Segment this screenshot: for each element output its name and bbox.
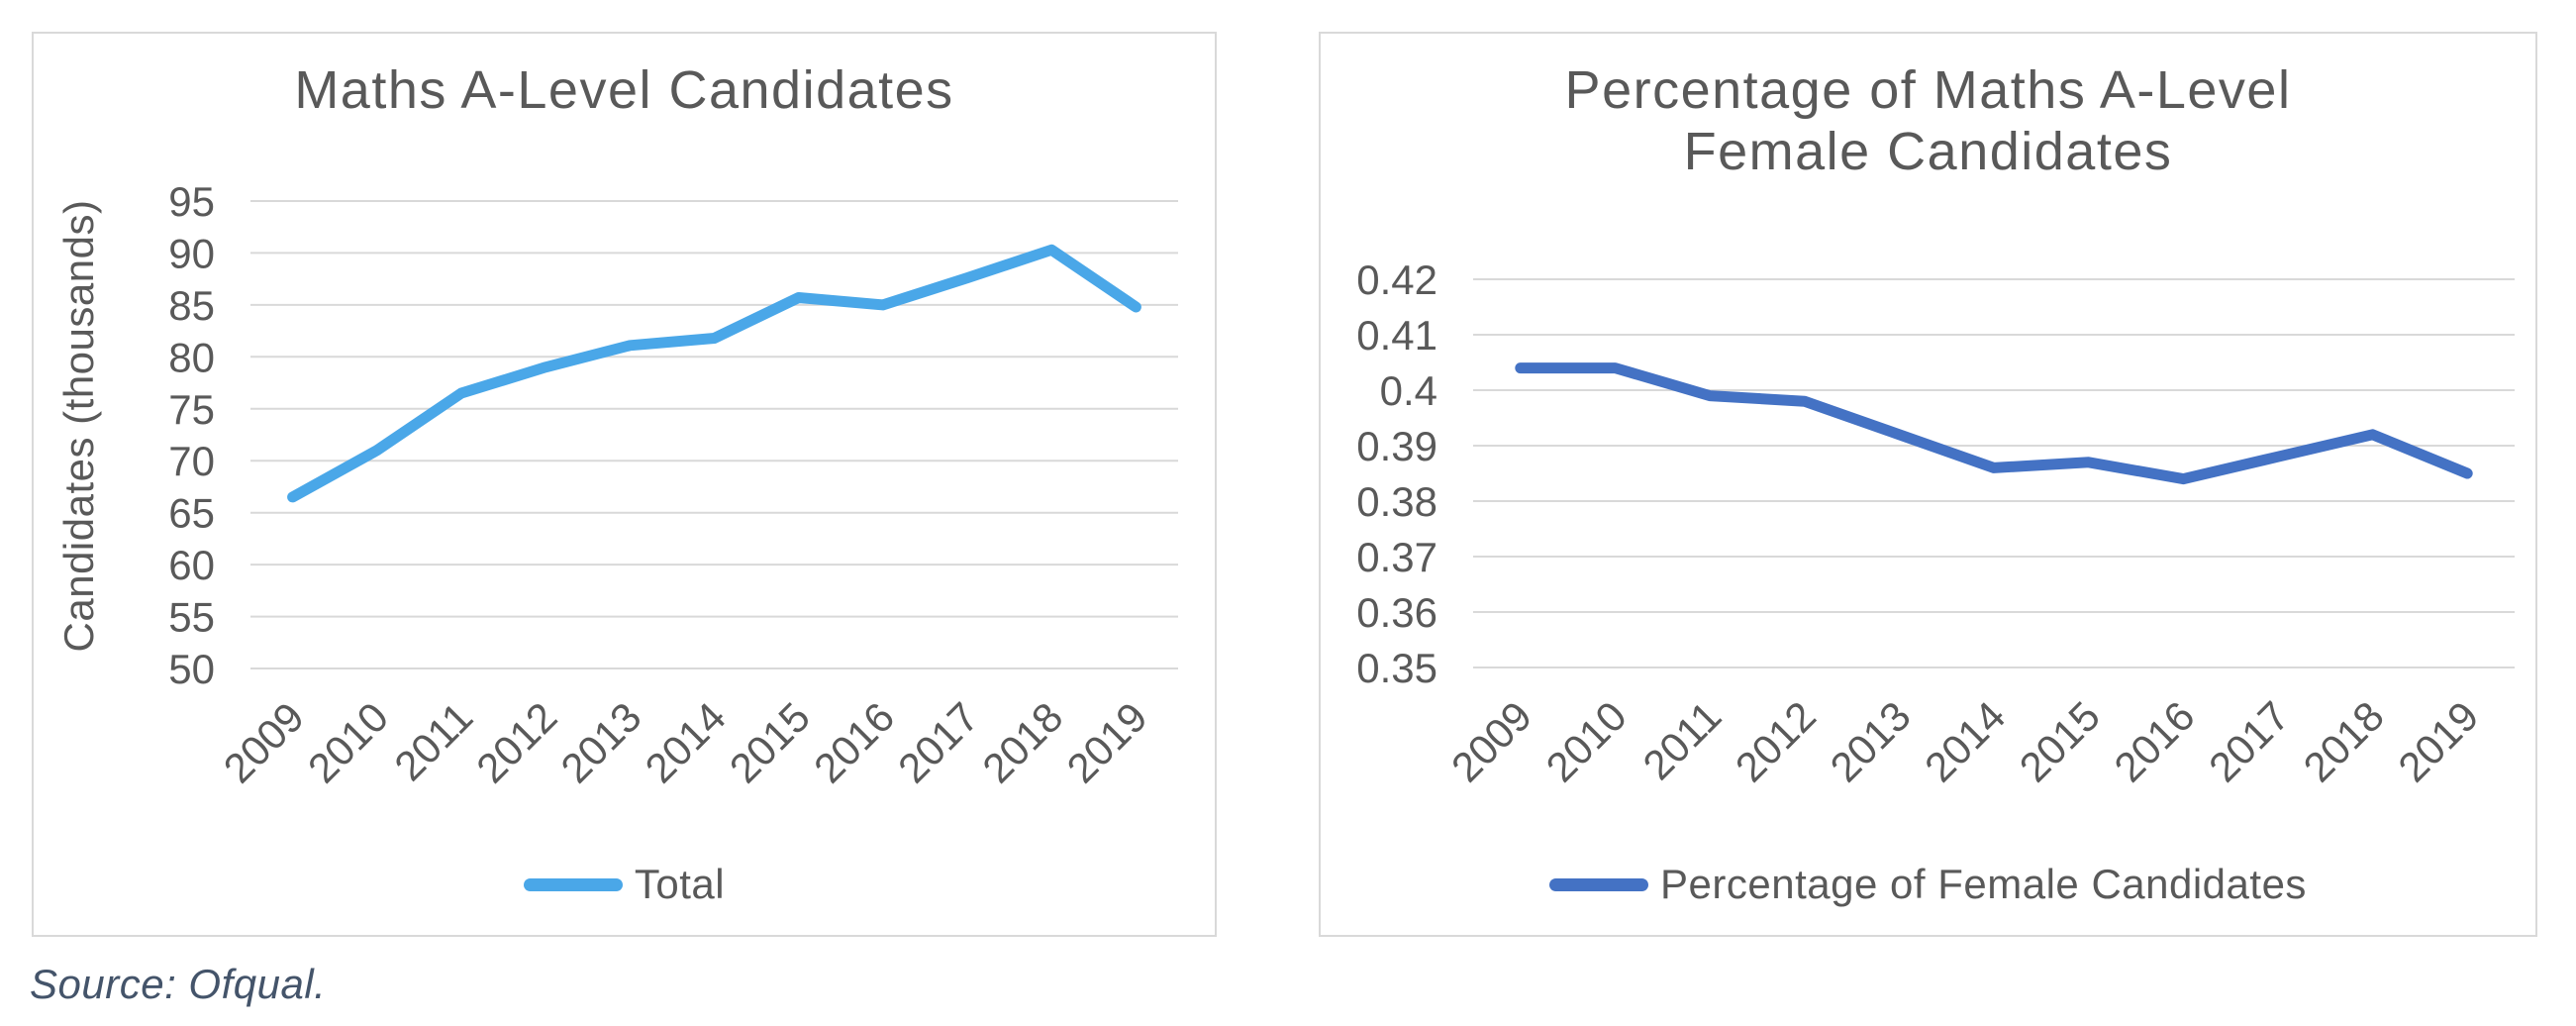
legend-label: Percentage of Female Candidates <box>1660 861 2307 907</box>
y-tick-label: 55 <box>168 594 215 641</box>
x-tick-label: 2018 <box>2295 692 2393 790</box>
y-tick-label: 65 <box>168 490 215 537</box>
source-note: Source: Ofqual. <box>30 961 327 1007</box>
x-tick-label: 2014 <box>637 693 735 791</box>
x-tick-label: 2013 <box>1821 692 1919 790</box>
x-tick-label: 2010 <box>1537 692 1635 790</box>
y-tick-label: 60 <box>168 542 215 588</box>
x-tick-label: 2019 <box>1057 693 1155 791</box>
x-tick-label: 2018 <box>973 693 1071 791</box>
y-tick-label: 0.4 <box>1380 367 1437 414</box>
y-tick-label: 0.35 <box>1356 645 1437 691</box>
chart-title: Maths A-Level Candidates <box>34 59 1215 121</box>
x-tick-label: 2017 <box>2200 692 2298 790</box>
line-chart-female-percentage: 0.420.410.40.390.380.370.360.35200920102… <box>1356 256 2515 790</box>
y-tick-label: 0.39 <box>1356 423 1437 469</box>
x-tick-label: 2015 <box>721 693 819 791</box>
y-tick-label: 95 <box>168 178 215 225</box>
y-tick-label: 75 <box>168 386 215 433</box>
x-tick-label: 2010 <box>299 693 397 791</box>
y-tick-label: 85 <box>168 282 215 329</box>
line-chart-total-candidates: 95 90 85 80 75 70 65 60 55 5020092010201120122013… <box>168 178 1178 791</box>
chart-title-line: Percentage of Maths A-Level <box>1564 60 2292 120</box>
y-tick-label: 90 <box>168 230 215 276</box>
y-axis-title: Candidates (thousands) <box>55 199 102 653</box>
data-line-total <box>287 244 1141 503</box>
x-tick-label: 2009 <box>1442 692 1540 790</box>
x-tick-label: 2012 <box>1727 692 1825 790</box>
x-tick-label: 2019 <box>2389 692 2487 790</box>
y-tick-label: 50 <box>168 646 215 692</box>
y-tick-label: 0.36 <box>1356 589 1437 636</box>
y-tick-label: 0.42 <box>1356 256 1437 303</box>
data-line-percentage-of-female-candidates <box>1515 362 2473 485</box>
x-tick-label: 2009 <box>215 693 313 791</box>
x-tick-label: 2011 <box>385 693 481 789</box>
legend: Percentage of Female Candidates <box>1321 858 2535 911</box>
x-tick-label: 2011 <box>1634 692 1730 788</box>
y-tick-label: 80 <box>168 334 215 380</box>
x-tick-label: 2013 <box>551 693 649 791</box>
y-tick-label: 0.37 <box>1356 534 1437 580</box>
chart-title-line: Female Candidates <box>1683 122 2173 181</box>
chart-title-line: Maths A-Level Candidates <box>294 60 954 120</box>
y-tick-label: 0.41 <box>1356 312 1437 359</box>
x-tick-label: 2017 <box>889 693 987 791</box>
legend-line-swatch <box>1549 877 1649 891</box>
x-tick-label: 2015 <box>2011 692 2109 790</box>
legend-line-swatch <box>523 877 623 891</box>
chart-card-female-percentage: 0.42 0.41 0.4 0.39 0.38 0.37 0.36 0.35 2009 2010 2… <box>1319 32 2537 937</box>
x-tick-label: 2012 <box>467 693 565 791</box>
legend-label: Total <box>634 861 726 907</box>
chart-title: Percentage of Maths A-Level Female Candi… <box>1321 59 2535 182</box>
y-tick-label: 70 <box>168 438 215 484</box>
x-tick-label: 2016 <box>2105 692 2203 790</box>
y-tick-label: 0.38 <box>1356 478 1437 525</box>
legend: Total <box>34 858 1215 911</box>
x-tick-label: 2016 <box>805 693 903 791</box>
chart-card-maths-candidates: 95 90 85 80 75 70 65 60 55 50 2009 2010 2011 2012 2013… <box>32 32 1217 937</box>
x-tick-label: 2014 <box>1916 692 2014 790</box>
